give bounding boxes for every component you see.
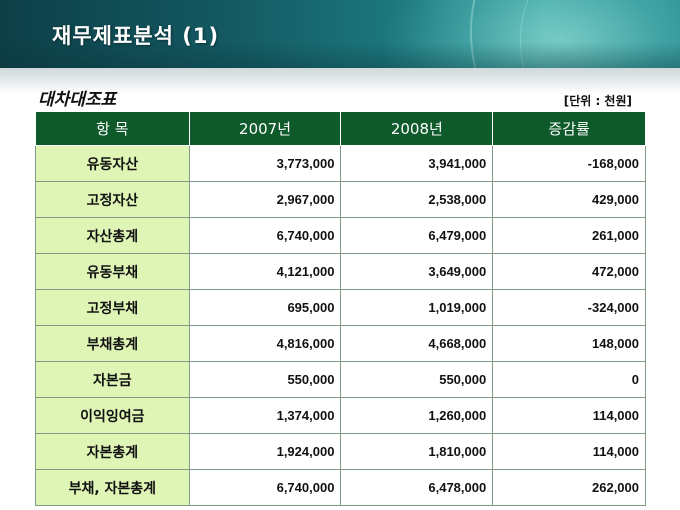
- table-row: 이익잉여금 1,374,000 1,260,000 114,000: [35, 397, 646, 434]
- table-row: 고정부채 695,000 1,019,000 -324,000: [35, 289, 646, 326]
- row-label-cell: 부채총계: [35, 325, 190, 362]
- value-2007-cell: 3,773,000: [188, 145, 342, 182]
- row-label-cell: 유동자산: [35, 145, 190, 182]
- value-2008-cell: 550,000: [340, 361, 494, 398]
- value-2007-cell: 1,374,000: [188, 397, 342, 434]
- row-label-cell: 자산총계: [35, 217, 190, 254]
- change-cell: 148,000: [492, 325, 646, 362]
- row-label-cell: 이익잉여금: [35, 397, 190, 434]
- header-shadow-band: [0, 68, 680, 94]
- table-row: 유동부채 4,121,000 3,649,000 472,000: [35, 253, 646, 290]
- section-title: 대차대조표: [38, 90, 117, 110]
- change-cell: 429,000: [492, 181, 646, 218]
- row-label-cell: 고정자산: [35, 181, 190, 218]
- value-2008-cell: 1,260,000: [340, 397, 494, 434]
- change-cell: 261,000: [492, 217, 646, 254]
- column-header-2008: 2008년: [340, 111, 494, 146]
- row-label-cell: 고정부채: [35, 289, 190, 326]
- header-sheen: [0, 42, 680, 68]
- unit-label: [단위 : 천원]: [563, 94, 632, 108]
- table-row: 자본총계 1,924,000 1,810,000 114,000: [35, 433, 646, 470]
- value-2007-cell: 4,121,000: [188, 253, 342, 290]
- value-2008-cell: 3,941,000: [340, 145, 494, 182]
- value-2007-cell: 4,816,000: [188, 325, 342, 362]
- value-2008-cell: 2,538,000: [340, 181, 494, 218]
- value-2008-cell: 1,019,000: [340, 289, 494, 326]
- column-header-item: 항 목: [35, 111, 190, 146]
- column-header-2007: 2007년: [188, 111, 342, 146]
- table-row: 고정자산 2,967,000 2,538,000 429,000: [35, 181, 646, 218]
- value-2007-cell: 6,740,000: [188, 469, 342, 506]
- value-2008-cell: 6,479,000: [340, 217, 494, 254]
- value-2007-cell: 2,967,000: [188, 181, 342, 218]
- row-label-cell: 유동부채: [35, 253, 190, 290]
- value-2007-cell: 550,000: [188, 361, 342, 398]
- table-row: 부채총계 4,816,000 4,668,000 148,000: [35, 325, 646, 362]
- table-row: 유동자산 3,773,000 3,941,000 -168,000: [35, 145, 646, 182]
- change-cell: -324,000: [492, 289, 646, 326]
- table-row: 자산총계 6,740,000 6,479,000 261,000: [35, 217, 646, 254]
- value-2007-cell: 1,924,000: [188, 433, 342, 470]
- value-2008-cell: 1,810,000: [340, 433, 494, 470]
- table-header-row: 항 목 2007년 2008년 증감률: [35, 111, 646, 146]
- value-2008-cell: 6,478,000: [340, 469, 494, 506]
- change-cell: 472,000: [492, 253, 646, 290]
- row-label-cell: 자본총계: [35, 433, 190, 470]
- table-row: 자본금 550,000 550,000 0: [35, 361, 646, 398]
- value-2008-cell: 3,649,000: [340, 253, 494, 290]
- balance-sheet-table: 항 목 2007년 2008년 증감률 유동자산 3,773,000 3,941,0…: [35, 111, 646, 506]
- value-2007-cell: 6,740,000: [188, 217, 342, 254]
- change-cell: 114,000: [492, 397, 646, 434]
- change-cell: 114,000: [492, 433, 646, 470]
- row-label-cell: 부채, 자본총계: [35, 469, 190, 506]
- header-banner: 재무제표분석 (1): [0, 0, 680, 68]
- value-2007-cell: 695,000: [188, 289, 342, 326]
- change-cell: 262,000: [492, 469, 646, 506]
- column-header-change: 증감률: [492, 111, 646, 146]
- value-2008-cell: 4,668,000: [340, 325, 494, 362]
- row-label-cell: 자본금: [35, 361, 190, 398]
- table-row: 부채, 자본총계 6,740,000 6,478,000 262,000: [35, 469, 646, 506]
- header-arc-decoration-inner: [520, 0, 680, 68]
- table-body: 유동자산 3,773,000 3,941,000 -168,000 고정자산 2,967,…: [35, 145, 646, 506]
- change-cell: 0: [492, 361, 646, 398]
- change-cell: -168,000: [492, 145, 646, 182]
- header-arc-decoration: [470, 0, 680, 68]
- page-title: 재무제표분석 (1): [52, 24, 220, 48]
